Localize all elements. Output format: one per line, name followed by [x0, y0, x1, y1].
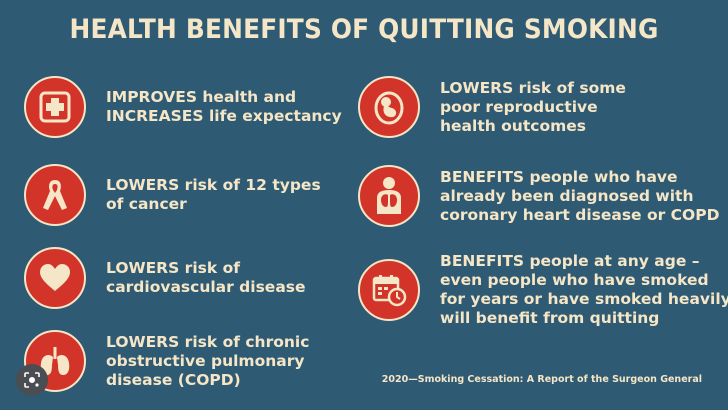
source-citation: 2020—Smoking Cessation: A Report of the …	[381, 374, 702, 385]
benefit-line: cardiovascular disease	[106, 278, 306, 296]
benefit-line: INCREASES life expectancy	[106, 107, 342, 125]
benefit-line: disease (COPD)	[106, 370, 241, 389]
benefit-line: BENEFITS people at any age –	[440, 252, 700, 270]
benefit-line: of cancer	[106, 195, 187, 213]
benefit-line: LOWERS risk of 12 types	[106, 176, 321, 194]
benefit-line: coronary heart disease or COPD	[440, 205, 720, 224]
infographic-title: HEALTH BENEFITS OF QUITTING SMOKING	[69, 14, 659, 45]
benefit-text: LOWERS risk of cardiovascular disease	[106, 259, 306, 297]
benefit-text: LOWERS risk of chronic obstructive pulmo…	[106, 333, 309, 390]
benefit-line: IMPROVES health and	[106, 88, 297, 106]
benefit-lowers-reproductive: LOWERS risk of some poor reproductive he…	[358, 76, 626, 138]
benefit-line: for years or have smoked heavily	[440, 290, 728, 308]
person-heart-lungs-icon	[358, 165, 420, 227]
benefit-text: BENEFITS people who have already been di…	[440, 168, 719, 225]
benefit-text: BENEFITS people at any age – even people…	[440, 252, 728, 328]
benefit-benefits-any-age: BENEFITS people at any age – even people…	[358, 252, 728, 328]
benefit-text: IMPROVES health and INCREASES life expec…	[106, 88, 342, 126]
fetus-icon	[358, 76, 420, 138]
benefit-line: health outcomes	[440, 116, 586, 135]
benefit-line: even people who have smoked	[440, 271, 709, 289]
benefit-improves-health: IMPROVES health and INCREASES life expec…	[24, 76, 342, 138]
cancer-ribbon-icon	[24, 164, 86, 226]
benefit-lowers-cardiovascular: LOWERS risk of cardiovascular disease	[24, 247, 306, 309]
benefit-text: LOWERS risk of 12 types of cancer	[106, 176, 321, 214]
benefit-line: will benefit from quitting	[440, 309, 660, 327]
medical-cross-icon	[24, 76, 86, 138]
lens-search-icon[interactable]	[16, 364, 48, 396]
benefit-line: BENEFITS people who have	[440, 167, 678, 186]
benefit-line: LOWERS risk of some	[440, 78, 626, 97]
benefit-line: poor reproductive	[440, 97, 598, 116]
heart-icon	[24, 247, 86, 309]
benefit-benefits-diagnosed: BENEFITS people who have already been di…	[358, 165, 719, 227]
benefit-text: LOWERS risk of some poor reproductive he…	[440, 79, 626, 136]
benefit-lowers-copd: LOWERS risk of chronic obstructive pulmo…	[24, 330, 309, 392]
benefit-line: LOWERS risk of	[106, 259, 240, 277]
benefit-lowers-cancer: LOWERS risk of 12 types of cancer	[24, 164, 321, 226]
benefit-line: obstructive pulmonary	[106, 351, 305, 370]
calendar-clock-icon	[358, 259, 420, 321]
benefit-line: already been diagnosed with	[440, 186, 694, 205]
benefit-line: LOWERS risk of chronic	[106, 332, 310, 351]
